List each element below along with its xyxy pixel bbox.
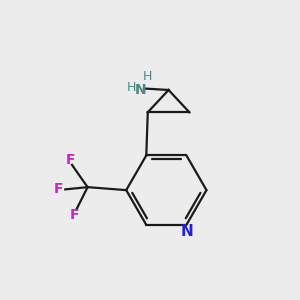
Text: H: H — [143, 70, 152, 83]
Text: N: N — [134, 83, 146, 97]
Text: N: N — [181, 224, 194, 239]
Text: F: F — [66, 153, 75, 167]
Text: H: H — [127, 80, 136, 94]
Text: F: F — [54, 182, 64, 197]
Text: F: F — [70, 208, 80, 222]
